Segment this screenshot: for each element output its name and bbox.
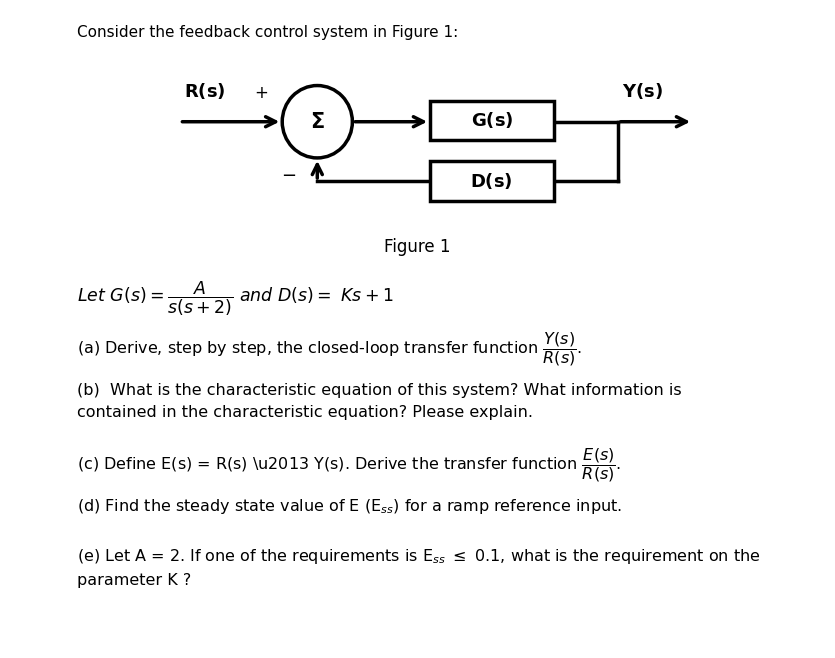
Text: (a) Derive, step by step, the closed-loop transfer function $\dfrac{Y(s)}{R(s)}$: (a) Derive, step by step, the closed-loo… (77, 330, 582, 368)
Text: $\mathbf{\Sigma}$: $\mathbf{\Sigma}$ (310, 112, 325, 132)
Text: (c) Define E(s) = R(s) \u2013 Y(s). Derive the transfer function $\dfrac{E(s)}{R: (c) Define E(s) = R(s) \u2013 Y(s). Deri… (77, 446, 621, 484)
FancyBboxPatch shape (430, 161, 554, 201)
Text: $+$: $+$ (255, 84, 268, 102)
Text: (d) Find the steady state value of E (E$_{ss}$) for a ramp reference input.: (d) Find the steady state value of E (E$… (77, 497, 622, 516)
Text: Figure 1: Figure 1 (384, 238, 451, 256)
Text: $\mathbf{Y(s)}$: $\mathbf{Y(s)}$ (622, 81, 663, 101)
Text: $\it{Let}\ G(s) = \dfrac{A}{s(s+2)}\ \it{and}\ D(s) = \ Ks + 1$: $\it{Let}\ G(s) = \dfrac{A}{s(s+2)}\ \it… (77, 280, 393, 318)
Text: Consider the feedback control system in Figure 1:: Consider the feedback control system in … (77, 25, 458, 40)
Text: $-$: $-$ (281, 164, 296, 182)
FancyBboxPatch shape (430, 101, 554, 140)
Text: $\mathbf{D(s)}$: $\mathbf{D(s)}$ (470, 171, 514, 191)
Text: $\mathbf{R(s)}$: $\mathbf{R(s)}$ (184, 81, 225, 101)
Text: $\mathbf{G(s)}$: $\mathbf{G(s)}$ (471, 111, 513, 130)
Text: (e) Let A = 2. If one of the requirements is E$_{ss}$ $\leq$ 0.1, what is the re: (e) Let A = 2. If one of the requirement… (77, 547, 761, 588)
Text: (b)  What is the characteristic equation of this system? What information is
con: (b) What is the characteristic equation … (77, 383, 681, 420)
